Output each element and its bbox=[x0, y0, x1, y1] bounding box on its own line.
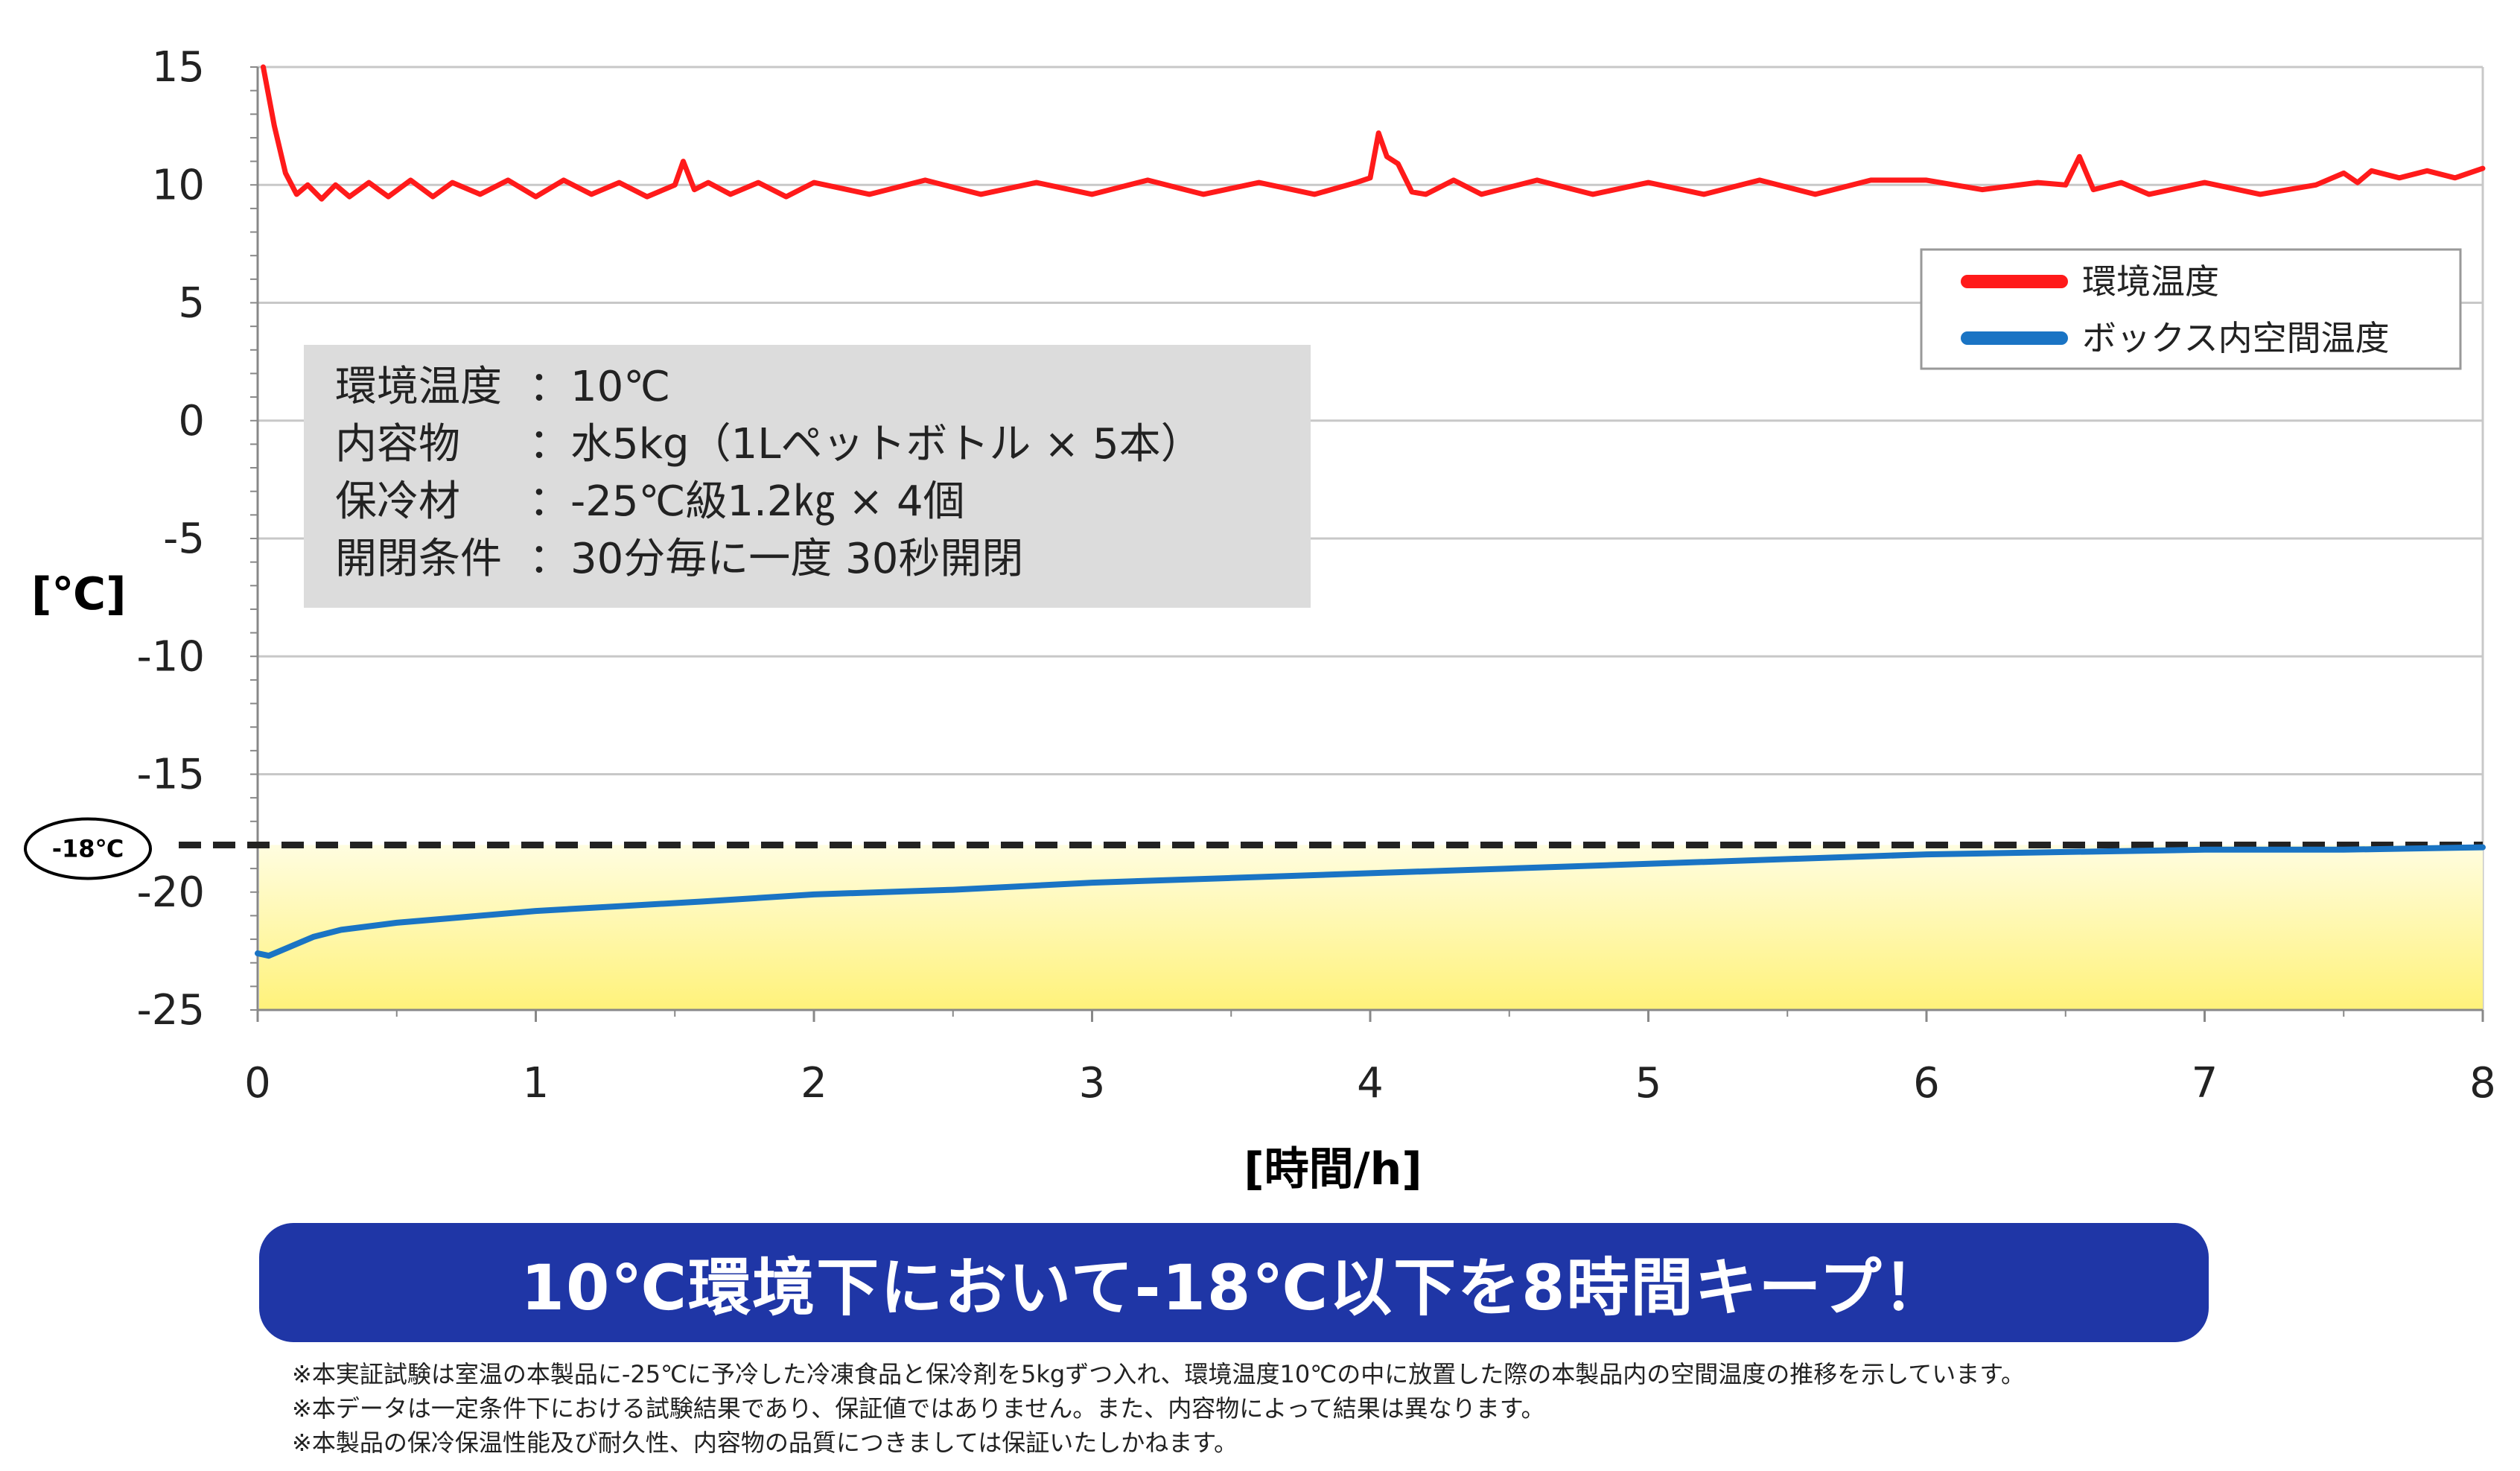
legend-frame bbox=[1920, 248, 2462, 370]
threshold-label: -18℃ bbox=[52, 834, 124, 862]
series-line-2 bbox=[255, 844, 2486, 959]
y-tick-label: 0 bbox=[178, 397, 205, 445]
y-tick-label: -20 bbox=[137, 868, 205, 917]
x-tick-label: 6 bbox=[1913, 1059, 1940, 1108]
footnote: ※本製品の保冷保温性能及び耐久性、内容物の品質につきましては保証いたしかねます。 bbox=[292, 1429, 1238, 1457]
x-tick-label: 7 bbox=[2192, 1059, 2218, 1108]
conditions-value: ：30分毎に一度 30秒開閉 bbox=[529, 535, 1023, 583]
series-line-1 bbox=[261, 64, 2486, 202]
y-tick-label: -5 bbox=[163, 515, 205, 563]
x-tick-labels: 0 1 2 3 4 5 6 7 8 bbox=[244, 1059, 2496, 1108]
legend-label: ボックス内空間温度 bbox=[2082, 318, 2390, 358]
axes bbox=[250, 66, 2484, 1022]
y-tick-labels: 15 10 5 0 -5 -10 -15 -20 -25 bbox=[137, 43, 205, 1035]
x-tick-label: 4 bbox=[1357, 1059, 1384, 1108]
threshold-marker bbox=[24, 817, 152, 880]
y-tick-label: 10 bbox=[152, 161, 205, 209]
summary-banner-text: 10℃環境下において-18℃以下を8時間キープ！ bbox=[521, 1251, 1947, 1324]
below-threshold-area bbox=[259, 845, 2483, 1010]
y-tick-label: -15 bbox=[137, 751, 205, 799]
conditions-value: ：-25℃級1.2㎏ × 4個 bbox=[529, 477, 965, 527]
legend-label: 環境温度 bbox=[2082, 261, 2219, 302]
y-tick-label: 15 bbox=[152, 43, 205, 92]
x-tick-label: 1 bbox=[523, 1059, 550, 1108]
x-tick-label: 8 bbox=[2469, 1059, 2496, 1108]
conditions-value: ：10℃ bbox=[529, 363, 670, 411]
x-tick-label: 0 bbox=[244, 1059, 271, 1108]
footnote: ※本実証試験は室温の本製品に-25℃に予冷した冷凍食品と保冷剤を5kgずつ入れ、… bbox=[292, 1360, 2026, 1388]
conditions-label: 内容物 bbox=[335, 420, 460, 468]
conditions-label: 保冷材 bbox=[335, 477, 460, 526]
conditions-label: 開閉条件 bbox=[335, 535, 502, 583]
conditions-label: 環境温度 bbox=[335, 363, 502, 411]
series-lines bbox=[255, 64, 2486, 959]
threshold-line-group: -18℃ bbox=[24, 817, 2483, 880]
conditions-box-background bbox=[304, 345, 1311, 608]
footnote: ※本データは一定条件下における試験結果であり、保証値ではありません。また、内容物… bbox=[292, 1394, 1545, 1423]
conditions-value: ：水5kg（1Lペットボトル × 5本） bbox=[529, 420, 1203, 468]
x-tick-label: 5 bbox=[1635, 1059, 1662, 1108]
x-axis-label: [時間/h] bbox=[1244, 1143, 1422, 1195]
conditions-box: 環境温度 ：10℃ 内容物 ：水5kg（1Lペットボトル × 5本） 保冷材 ：-25℃級… bbox=[304, 345, 1311, 608]
y-axis-label: [℃] bbox=[31, 568, 127, 620]
summary-banner: 10℃環境下において-18℃以下を8時間キープ！ bbox=[259, 1223, 2209, 1342]
y-tick-label: -25 bbox=[137, 986, 205, 1035]
y-tick-label: 5 bbox=[178, 279, 205, 328]
x-tick-label: 3 bbox=[1079, 1059, 1106, 1108]
temperature-chart: 15 10 5 0 -5 -10 -15 -20 -25 0 1 2 3 4 5 6 7 8 -18℃ 環境温度… bbox=[24, 43, 2496, 1195]
y-tick-label: -10 bbox=[137, 632, 205, 681]
footnotes: ※本実証試験は室温の本製品に-25℃に予冷した冷凍食品と保冷剤を5kgずつ入れ、… bbox=[292, 1357, 2496, 1460]
x-tick-label: 2 bbox=[801, 1059, 827, 1108]
